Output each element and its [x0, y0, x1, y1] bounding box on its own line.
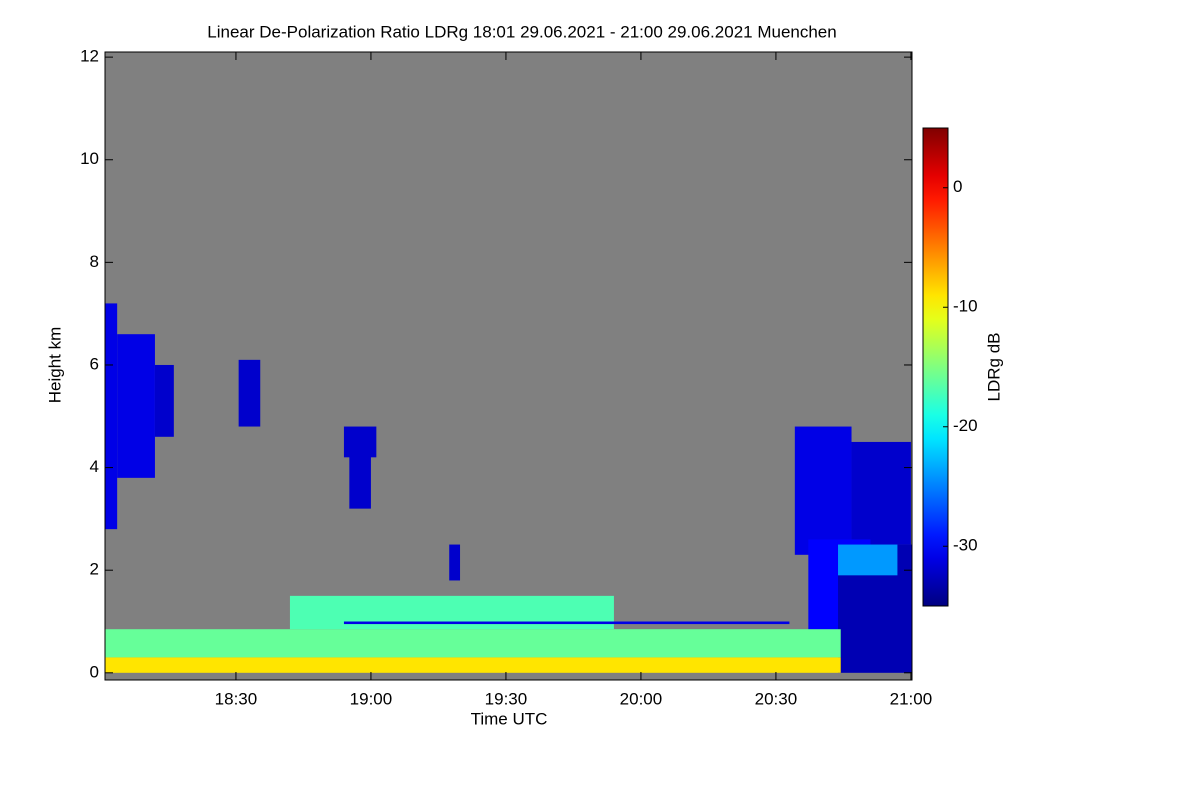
x-tick-label: 20:00: [620, 689, 663, 708]
heatmap-cell: [154, 364, 174, 437]
colorbar: [922, 127, 949, 607]
heatmap-cell: [794, 426, 852, 555]
y-axis-label: Height km: [45, 327, 64, 404]
y-tick-label: 2: [90, 560, 99, 579]
heatmap-cell: [117, 334, 155, 478]
heatmap-cell: [105, 303, 118, 530]
y-tick-label: 8: [90, 252, 99, 271]
heatmap-cell: [238, 359, 261, 427]
colorbar-tick-label: -10: [953, 297, 978, 316]
y-tick-label: 4: [90, 457, 99, 476]
heatmap-cell: [289, 595, 614, 630]
colorbar-label: LDRg dB: [984, 333, 1003, 402]
x-tick-label: 18:30: [215, 689, 258, 708]
heatmap-cell: [851, 441, 911, 545]
plot-background: [105, 52, 912, 680]
heatmap-cell: [105, 657, 841, 673]
x-tick-label: 19:30: [485, 689, 528, 708]
y-tick-label: 10: [80, 149, 99, 168]
heatmap-cell: [449, 544, 461, 581]
x-axis-label: Time UTC: [471, 709, 548, 728]
y-tick-label: 6: [90, 354, 99, 373]
heatmap-cell: [343, 621, 790, 625]
chart-title: Linear De-Polarization Ratio LDRg 18:01 …: [207, 22, 836, 41]
plot-frame: [104, 51, 913, 681]
x-tick-label: 21:00: [890, 689, 933, 708]
x-tick-label: 19:00: [350, 689, 393, 708]
colorbar-tick-label: -30: [953, 536, 978, 555]
heatmap-cell: [838, 544, 898, 576]
y-tick-label: 12: [80, 47, 99, 66]
colorbar-tick-label: 0: [953, 177, 962, 196]
y-tick-label: 0: [90, 662, 99, 681]
heatmap-cell: [349, 452, 371, 509]
colorbar-tick-label: -20: [953, 416, 978, 435]
heatmap-cell: [105, 629, 841, 658]
x-tick-label: 20:30: [755, 689, 798, 708]
